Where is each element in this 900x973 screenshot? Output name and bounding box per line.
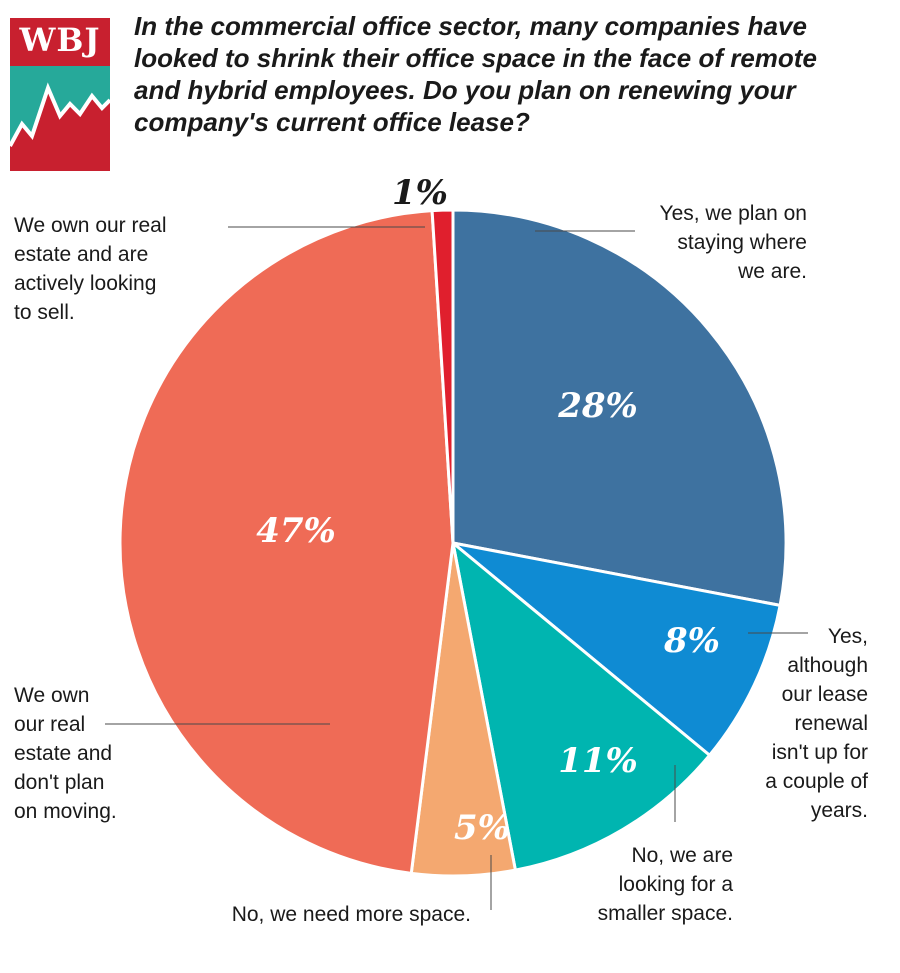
label-line: We own <box>14 684 89 707</box>
label-line: We own our real <box>14 214 167 237</box>
label-line: don't plan <box>14 771 104 794</box>
label-line: years. <box>811 799 868 822</box>
label-line: our real <box>14 713 85 736</box>
pie-slice-yes-although-our-lease-renewal-isn-t-up- <box>451 541 782 757</box>
label-line: to sell. <box>14 301 75 324</box>
label-line: Yes, <box>828 625 868 648</box>
slice-percent-label: 5% <box>454 808 510 848</box>
slice-percent-label: 28% <box>557 386 638 426</box>
label-line: isn't up for <box>772 741 868 764</box>
label-line: looking for a <box>619 873 734 896</box>
survey-question: In the commercial office sector, many co… <box>134 11 817 137</box>
wbj-logo: WBJ <box>8 18 112 171</box>
slice-category-label: We own our real estate and don't plan on mov… <box>14 684 117 823</box>
pie-slice-no-we-are-looking-for-a-smaller-space <box>451 541 712 872</box>
slice-category-label: We own our real estate and are actively lo… <box>14 214 167 324</box>
logo-top-band <box>10 18 110 66</box>
label-line: staying where <box>677 231 807 254</box>
label-line: estate and <box>14 742 112 765</box>
logo-text: WBJ <box>19 21 101 59</box>
label-line: No, we need more space. <box>232 903 471 926</box>
label-line: we are. <box>737 260 807 283</box>
slice-category-label: No, we need more space. <box>232 903 471 926</box>
label-line: smaller space. <box>598 902 733 925</box>
pie-slice-we-own-our-real-estate-and-don-t-plan-on <box>118 209 455 875</box>
slice-percent-label: 8% <box>663 621 720 661</box>
pie-slice-we-own-our-real-estate-and-are-actively- <box>430 208 455 545</box>
wbj-logo-graphic <box>8 18 112 171</box>
slice-category-label: Yes, we plan on staying where we are. <box>659 202 807 283</box>
label-line: although <box>787 654 868 677</box>
label-line: on moving. <box>14 800 117 823</box>
label-line: estate and are <box>14 243 148 266</box>
slice-category-label: Yes, although our lease renewal isn't up for… <box>765 625 868 822</box>
label-line: Yes, we plan on <box>659 202 807 225</box>
slice-percent-label: 47% <box>256 511 336 551</box>
label-line: renewal <box>794 712 868 735</box>
label-line: actively looking <box>14 272 156 295</box>
slice-percent-label: 11% <box>558 741 638 781</box>
label-line: No, we are <box>631 844 733 867</box>
logo-graph-line <box>8 82 112 147</box>
slice-percent-label: 1% <box>392 173 448 213</box>
pie-slice-yes-we-plan-on-staying-where-we-are <box>451 208 788 607</box>
label-line: a couple of <box>765 770 868 793</box>
label-line: our lease <box>782 683 868 706</box>
slice-category-label: No, we are looking for a smaller space. <box>598 844 734 925</box>
